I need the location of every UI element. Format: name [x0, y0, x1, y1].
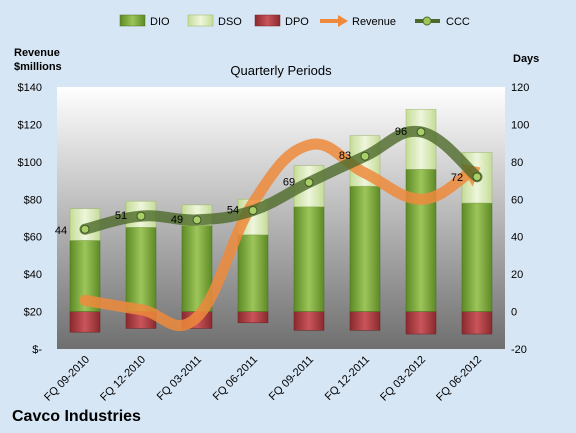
left-axis-title-line2: $millions [14, 61, 62, 73]
lines-group: 44 51 49 54 69 83 96 72 [55, 125, 483, 332]
x-tick-label: FQ 09-2010 [42, 354, 92, 404]
company-name: Cavco Industries [12, 408, 141, 425]
bar-dpo [293, 311, 325, 331]
legend-swatch-dso [187, 14, 214, 27]
left-tick-label: $40 [24, 269, 42, 281]
left-tick-label: $20 [24, 307, 42, 319]
right-tick-label: 120 [511, 82, 529, 94]
ccc-data-label: 54 [227, 205, 239, 217]
right-tick-label: 40 [511, 232, 523, 244]
legend-label-dso: DSO [218, 16, 242, 28]
ccc-data-label: 69 [283, 176, 295, 188]
bar-dpo [405, 311, 437, 335]
ccc-point [472, 172, 482, 182]
ccc-point [304, 177, 314, 187]
bar-dpo [349, 311, 381, 331]
bar-dio [293, 206, 325, 312]
ccc-point [136, 211, 146, 221]
legend-label-dpo: DPO [285, 16, 309, 28]
legend-swatch-dpo [254, 14, 281, 27]
bar-dpo [69, 311, 101, 333]
ccc-data-label: 44 [55, 225, 67, 237]
legend-arrow-revenue [320, 15, 348, 27]
right-tick-label: 0 [511, 307, 517, 319]
ccc-point [192, 215, 202, 225]
bar-dpo [461, 311, 493, 335]
right-tick-label: 80 [511, 157, 523, 169]
right-tick-label: 100 [511, 119, 529, 131]
bar-dio [237, 234, 269, 312]
legend-swatch-dio [119, 14, 146, 27]
ccc-point [360, 151, 370, 161]
right-axis: -20 0 20 40 60 80 100 120 [511, 82, 529, 356]
bar-dio [125, 227, 157, 312]
left-tick-label: $140 [18, 82, 42, 94]
right-tick-label: 20 [511, 269, 523, 281]
bar-dpo [237, 311, 269, 324]
x-tick-label: FQ 03-2012 [378, 354, 428, 404]
left-tick-label: $- [32, 344, 42, 356]
left-tick-label: $100 [18, 157, 42, 169]
left-tick-label: $60 [24, 232, 42, 244]
chart-subtitle: Quarterly Periods [230, 63, 332, 78]
left-axis: $- $20 $40 $60 $80 $100 $120 $140 [18, 82, 43, 356]
ccc-point [248, 206, 258, 216]
ccc-data-label: 96 [395, 126, 407, 138]
legend-label-revenue: Revenue [352, 16, 396, 28]
x-tick-label: FQ 12-2010 [98, 354, 148, 404]
bar-dio [349, 185, 381, 312]
left-tick-label: $120 [18, 119, 42, 131]
x-tick-label: FQ 03-2011 [155, 354, 204, 403]
legend-label-dio: DIO [150, 16, 170, 28]
legend-marker-ccc [415, 16, 440, 26]
legend-label-ccc: CCC [446, 16, 470, 28]
revenue-line [79, 138, 474, 332]
right-tick-label: 60 [511, 194, 523, 206]
left-axis-title-line1: Revenue [14, 47, 60, 59]
ccc-data-label: 51 [115, 210, 127, 222]
right-axis-title: Days [513, 53, 539, 65]
ccc-data-label: 83 [339, 150, 351, 162]
x-tick-label: FQ 09-2011 [267, 354, 316, 403]
ccc-point [416, 127, 426, 137]
left-tick-label: $80 [24, 194, 42, 206]
legend: DIO DSO DPO Revenue CCC [119, 14, 470, 28]
x-tick-label: FQ 06-2011 [211, 354, 260, 403]
right-tick-label: -20 [511, 344, 527, 356]
bar-dio [405, 169, 437, 312]
ccc-point [80, 224, 90, 234]
bar-dio [461, 202, 493, 312]
x-tick-label: FQ 12-2011 [323, 354, 372, 403]
x-tick-label: FQ 06-2012 [434, 354, 484, 404]
ccc-data-label: 49 [171, 214, 183, 226]
x-axis: FQ 09-2010 FQ 12-2010 FQ 03-2011 FQ 06-2011… [42, 354, 484, 404]
ccc-data-label: 72 [451, 172, 463, 184]
